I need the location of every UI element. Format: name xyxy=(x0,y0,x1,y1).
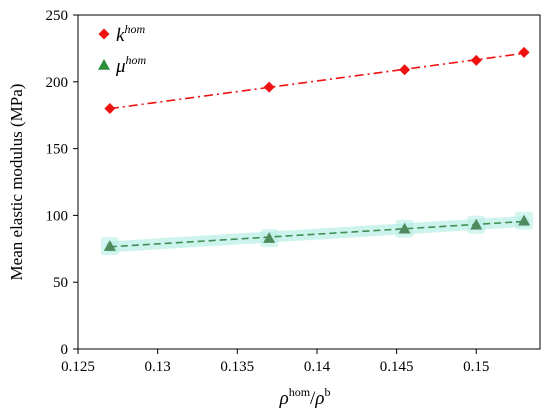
data-point-diamond xyxy=(263,81,275,93)
x-axis-title-sup-b: b xyxy=(324,385,330,399)
trend-line-1 xyxy=(109,220,525,248)
y-axis-title: Mean elastic modulus (MPa) xyxy=(7,84,26,281)
x-axis-ticks: 0.125 0.13 0.135 0.14 0.145 0.15 xyxy=(61,349,489,375)
data-point-diamond xyxy=(399,64,411,76)
plot-area xyxy=(77,14,541,350)
legend-item-k: khom xyxy=(98,22,145,46)
data-point-diamond xyxy=(470,54,482,66)
data-point-triangle xyxy=(398,222,411,234)
data-point-triangle xyxy=(470,218,483,230)
y-axis-ticks: 0 50 100 150 200 250 xyxy=(46,8,78,358)
x-tick-label: 0.125 xyxy=(61,359,95,375)
x-tick-label: 0.15 xyxy=(463,359,489,375)
y-tick-label: 50 xyxy=(53,275,68,291)
x-tick-label: 0.14 xyxy=(304,359,331,375)
legend-triangle-marker xyxy=(98,59,110,70)
x-axis-title-rho: ρ xyxy=(279,388,289,409)
data-point-diamond xyxy=(518,46,530,58)
legend-label-k: khom xyxy=(116,22,145,46)
error-bands xyxy=(100,211,534,256)
trend-lines xyxy=(109,52,525,248)
legend-diamond-marker xyxy=(98,28,110,40)
x-axis-title-slash: / xyxy=(310,388,316,409)
x-axis-title: ρhom/ρb xyxy=(279,385,331,409)
x-tick-label: 0.135 xyxy=(220,359,254,375)
data-point-diamond xyxy=(104,103,116,115)
legend: khom μhom xyxy=(98,22,147,77)
y-tick-label: 200 xyxy=(46,75,69,91)
y-tick-label: 250 xyxy=(46,8,69,24)
data-point-triangle xyxy=(263,232,276,243)
trend-line-0 xyxy=(109,52,525,110)
data-markers xyxy=(103,46,531,251)
x-axis-title-rho-b: ρ xyxy=(314,388,324,409)
x-axis-title-sup-hom: hom xyxy=(289,385,311,399)
y-tick-label: 100 xyxy=(46,208,69,224)
data-point-triangle xyxy=(518,214,531,226)
x-tick-label: 0.13 xyxy=(145,359,171,375)
y-tick-label: 0 xyxy=(61,342,69,358)
plot-frame xyxy=(77,14,541,350)
legend-label-mu: μhom xyxy=(115,53,147,77)
x-tick-label: 0.145 xyxy=(380,359,414,375)
data-point-triangle xyxy=(103,240,116,251)
y-tick-label: 150 xyxy=(46,142,69,158)
legend-item-mu: μhom xyxy=(98,53,147,77)
